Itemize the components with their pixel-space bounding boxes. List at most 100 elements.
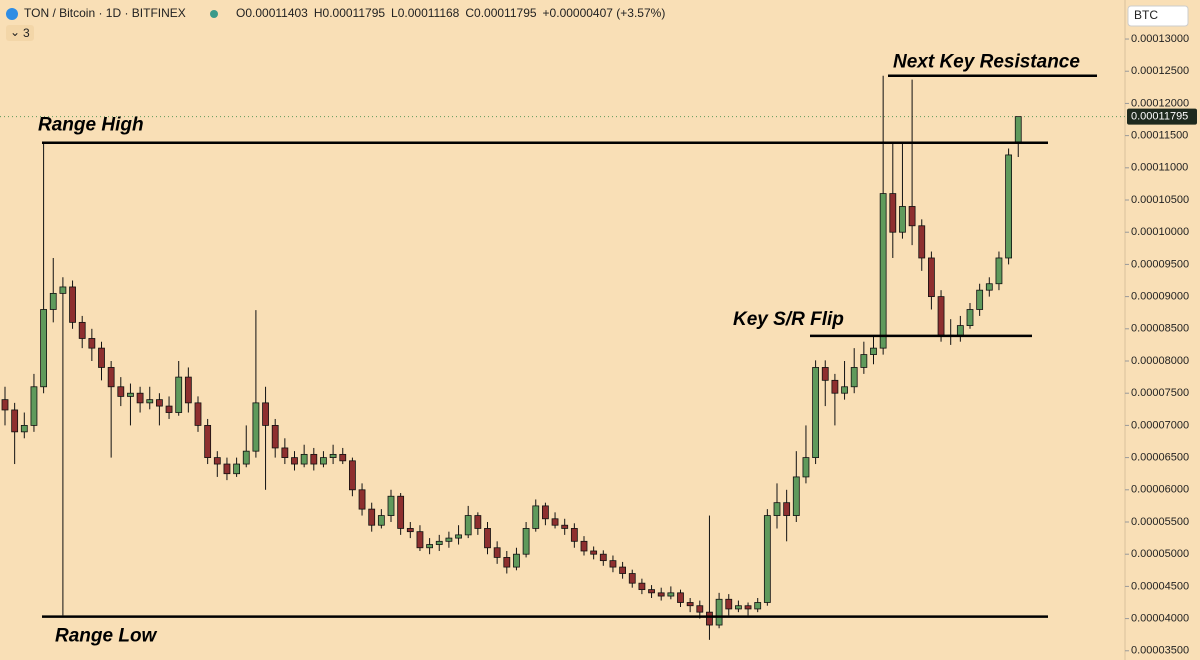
candle-body xyxy=(204,425,212,459)
change: +0.00000407 (+3.57%) xyxy=(543,6,666,20)
header: TON / Bitcoin · 1D · BITFINEX O0.0001140… xyxy=(6,5,1189,41)
candle-body xyxy=(1,399,9,411)
candle-body xyxy=(551,518,559,526)
candle-body xyxy=(88,338,96,349)
candle-body xyxy=(706,611,713,626)
candle-body xyxy=(686,602,694,607)
candle-body xyxy=(271,425,279,449)
candle-body xyxy=(532,505,540,529)
candle-body xyxy=(773,502,781,516)
candle-body xyxy=(426,544,434,549)
candle-body xyxy=(744,605,752,610)
candle-body xyxy=(416,531,424,549)
candle-body xyxy=(850,367,858,388)
candle-body xyxy=(242,450,250,465)
candle-body xyxy=(542,505,549,520)
candle-body xyxy=(445,537,453,542)
candle-body xyxy=(590,550,598,555)
candle-body xyxy=(831,379,839,394)
candle-body xyxy=(995,257,1003,285)
candle-body xyxy=(937,296,945,336)
y-tick-label: 0.00009000 xyxy=(1131,291,1189,303)
candle-body xyxy=(300,453,308,465)
y-tick-label: 0.00013000 xyxy=(1131,33,1189,45)
candle-body xyxy=(841,386,848,394)
candle-body xyxy=(860,354,868,368)
candle-body xyxy=(320,457,327,465)
candle-body xyxy=(985,283,993,291)
candle-body xyxy=(657,592,665,597)
candle-body xyxy=(30,386,38,426)
y-tick-label: 0.00005500 xyxy=(1131,516,1189,528)
last-price-tag xyxy=(1127,108,1197,125)
candle-body xyxy=(513,553,520,568)
candle-body xyxy=(648,589,655,594)
candle-body xyxy=(677,592,684,603)
candle-body xyxy=(368,508,376,526)
candle-body xyxy=(262,402,269,426)
candle-body xyxy=(252,402,260,452)
candle-body xyxy=(599,553,607,562)
candle-body xyxy=(783,502,791,516)
candle-body xyxy=(918,225,926,259)
y-tick-label: 0.00011500 xyxy=(1131,130,1188,142)
ohlc-value: 0.00011795 xyxy=(474,6,537,20)
candle-body xyxy=(763,515,771,603)
candle-body xyxy=(223,463,231,475)
candle-body xyxy=(348,460,356,491)
candle-body xyxy=(98,347,105,368)
indicator-button[interactable] xyxy=(6,25,34,41)
candle-body xyxy=(358,489,366,510)
y-tick-label: 0.00012500 xyxy=(1131,65,1189,77)
candle-body xyxy=(638,582,646,591)
candle-body xyxy=(329,453,337,459)
candle-body xyxy=(136,392,144,404)
y-tick-label: 0.00005000 xyxy=(1131,548,1189,560)
y-tick-label: 0.00003500 xyxy=(1131,645,1189,657)
y-tick-label: 0.00004000 xyxy=(1131,612,1189,624)
candle-body xyxy=(561,524,569,529)
y-tick-label: 0.00008500 xyxy=(1131,323,1189,335)
candle-body xyxy=(696,605,704,613)
candle-body xyxy=(339,453,347,462)
candle-body xyxy=(127,392,134,397)
plot-area: Range High Range Low Key S/R Flip Next Key … xyxy=(0,52,1125,647)
candle-body xyxy=(281,447,289,459)
candle-body xyxy=(233,463,241,475)
candle-body xyxy=(455,534,462,539)
ohlc-value: 0.00011403 xyxy=(245,6,308,20)
candle-body xyxy=(387,495,395,516)
candle-body xyxy=(40,309,47,388)
status-dot xyxy=(210,10,218,18)
ohlc-label: O xyxy=(236,6,245,20)
ohlc-value: 0.00011168 xyxy=(398,6,460,20)
candle-body xyxy=(812,367,819,459)
currency-button[interactable] xyxy=(1127,5,1189,27)
ohlc-label: C xyxy=(465,6,474,20)
level-label: Range Low xyxy=(55,626,158,647)
candle-body xyxy=(464,515,472,536)
candle-body xyxy=(908,206,916,227)
level-label: Key S/R Flip xyxy=(733,309,844,330)
candle-body xyxy=(20,425,28,433)
ohlc-value: 0.00011795 xyxy=(323,6,386,20)
candle-body xyxy=(184,376,192,404)
candle-body xyxy=(493,547,501,558)
y-tick-label: 0.00010000 xyxy=(1131,226,1189,238)
candle-body xyxy=(879,193,887,349)
candle-body xyxy=(628,573,636,584)
symbol: TON / Bitcoin · 1D · BITFINEX xyxy=(24,6,186,20)
candle-body xyxy=(175,376,183,413)
candle-body xyxy=(792,476,800,516)
y-tick-label: 0.00006500 xyxy=(1131,452,1189,464)
candle-body xyxy=(78,321,86,339)
candle-body xyxy=(503,557,511,568)
candle-body xyxy=(59,286,67,294)
candle-body xyxy=(377,515,385,526)
y-tick-label: 0.00010500 xyxy=(1131,194,1189,206)
currency: BTC xyxy=(1134,8,1158,22)
candle-body xyxy=(754,602,762,610)
candle-body xyxy=(725,598,733,610)
